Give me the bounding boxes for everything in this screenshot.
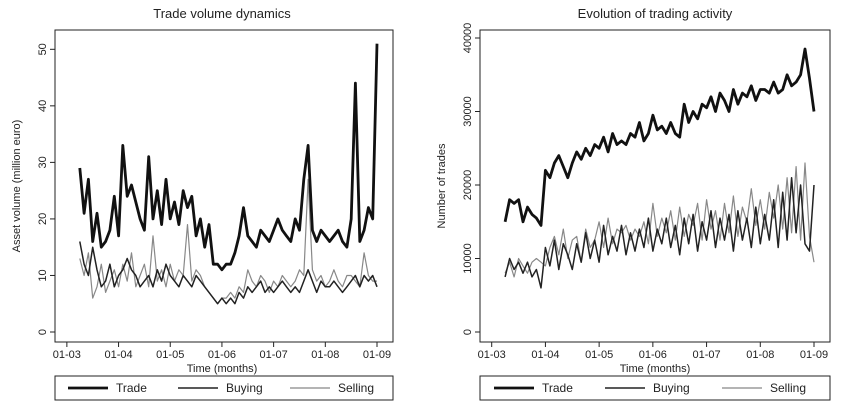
- legend-frame: [54, 375, 394, 401]
- legend-label-trade: Trade: [542, 381, 573, 395]
- series-line-buying: [79, 241, 378, 305]
- y-tick-label: 20: [37, 213, 49, 225]
- y-axis-label: Asset volume (million euro): [11, 120, 23, 253]
- y-axis-label: Number of trades: [436, 143, 448, 228]
- chart-volume: Trade volume dynamics Asset volume (mill…: [11, 6, 394, 401]
- series-layer: [78, 43, 379, 305]
- x-axis-label: Time (months): [620, 363, 691, 375]
- legend-label-buying: Buying: [653, 381, 690, 395]
- y-tick-label: 10000: [462, 243, 474, 274]
- x-axis-label: Time (months): [187, 363, 258, 375]
- x-tick-label: 01-06: [639, 349, 667, 361]
- legend: Trade Buying Selling: [54, 375, 394, 401]
- series-line-trade: [78, 43, 379, 272]
- series-line-buying: [504, 176, 815, 289]
- y-tick-label: 40: [37, 100, 49, 112]
- legend-label-trade: Trade: [116, 381, 147, 395]
- x-tick-label: 01-05: [156, 349, 184, 361]
- x-tick-label: 01-03: [53, 349, 81, 361]
- x-tick-label: 01-09: [363, 349, 391, 361]
- axis-ticks: 0 10 20 30 40 50 01-03 01-04 01-05 01-06 01-07 01-0…: [37, 43, 391, 361]
- y-tick-label: 0: [462, 329, 474, 335]
- x-tick-label: 01-08: [311, 349, 339, 361]
- chart-title: Evolution of trading activity: [578, 6, 733, 21]
- chart-title: Trade volume dynamics: [153, 6, 291, 21]
- y-tick-label: 0: [37, 329, 49, 335]
- legend-label-buying: Buying: [226, 381, 263, 395]
- y-tick-label: 20000: [462, 170, 474, 201]
- x-tick-label: 01-07: [260, 349, 288, 361]
- series-line-selling: [504, 162, 815, 278]
- x-tick-label: 01-06: [208, 349, 236, 361]
- y-tick-label: 10: [37, 269, 49, 281]
- x-tick-label: 01-09: [800, 349, 828, 361]
- y-tick-label: 30: [37, 156, 49, 168]
- x-tick-label: 01-04: [104, 349, 132, 361]
- y-tick-label: 50: [37, 43, 49, 55]
- legend-label-selling: Selling: [770, 381, 806, 395]
- y-tick-label: 30000: [462, 96, 474, 127]
- legend: Trade Buying Selling: [479, 375, 831, 401]
- plot-frame: [479, 29, 831, 343]
- x-tick-label: 01-04: [531, 349, 559, 361]
- x-tick-label: 01-05: [585, 349, 613, 361]
- legend-frame: [479, 375, 831, 401]
- x-tick-label: 01-07: [692, 349, 720, 361]
- chart-trades: Evolution of trading activity Number of …: [436, 6, 831, 401]
- axis-ticks: 0 10000 20000 30000 40000 01-03 01-04 01-05 01-0…: [462, 23, 828, 361]
- series-layer: [503, 47, 816, 289]
- x-tick-label: 01-03: [478, 349, 506, 361]
- series-line-selling: [79, 178, 377, 305]
- y-tick-label: 40000: [462, 23, 474, 54]
- legend-label-selling: Selling: [338, 381, 374, 395]
- x-tick-label: 01-08: [746, 349, 774, 361]
- series-line-trade: [503, 47, 816, 227]
- plot-frame: [54, 29, 394, 343]
